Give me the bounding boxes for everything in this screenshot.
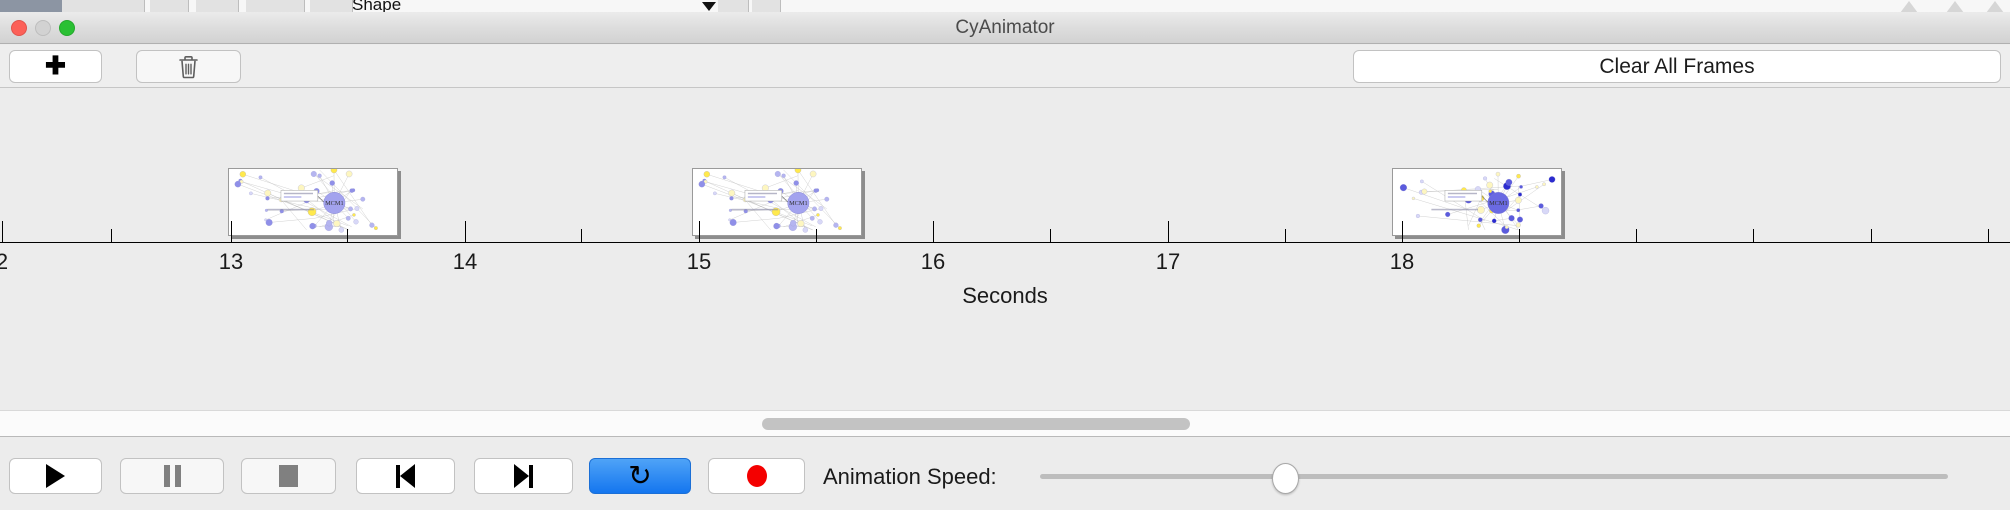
axis-tick-label: 13 xyxy=(218,249,244,274)
axis-tick-label: 16 xyxy=(920,249,946,274)
animation-speed-slider[interactable] xyxy=(1040,474,1948,479)
axis-tick xyxy=(465,221,466,242)
axis-tick xyxy=(1753,229,1754,242)
skip-fwd-icon xyxy=(514,464,533,488)
horizontal-scrollbar[interactable] xyxy=(0,410,2010,437)
axis-tick xyxy=(1988,229,1989,242)
background-edge-icon xyxy=(1986,1,2004,12)
network-thumbnail-graphic: MCM1 xyxy=(234,169,378,233)
axis-tick xyxy=(1168,221,1169,242)
record-button[interactable] xyxy=(708,458,805,494)
axis-tick-label: 14 xyxy=(452,249,478,274)
frames-track[interactable]: MCM1 MCM1 MCM1 xyxy=(0,88,2010,245)
axis-tick xyxy=(1050,229,1051,242)
axis-tick xyxy=(933,221,934,242)
play-icon xyxy=(46,464,65,488)
playback-bar: ↻ Animation Speed: xyxy=(0,438,2010,510)
network-thumbnail-graphic: MCM1 xyxy=(698,169,842,233)
record-icon xyxy=(746,465,767,487)
scrollbar-thumb[interactable] xyxy=(762,418,1190,430)
axis-tick xyxy=(231,221,232,242)
axis-tick-label: 17 xyxy=(1155,249,1181,274)
pause-icon xyxy=(163,465,181,487)
axis-tick xyxy=(347,229,348,242)
delete-frame-button[interactable] xyxy=(136,50,241,83)
axis-tick xyxy=(699,221,700,242)
trash-icon xyxy=(179,55,198,78)
background-window-chunk xyxy=(62,0,145,12)
background-window-label: Shape xyxy=(352,0,402,13)
toolbar: ✚ Clear All Frames xyxy=(0,45,2010,88)
title-bar[interactable]: CyAnimator xyxy=(0,12,2010,44)
axis-tick xyxy=(1519,229,1520,242)
stop-button[interactable] xyxy=(241,458,336,494)
axis-title: Seconds xyxy=(962,283,1048,308)
background-edge-icon xyxy=(1946,1,1964,12)
svg-text:MCM1: MCM1 xyxy=(789,200,808,207)
clear-all-frames-button[interactable]: Clear All Frames xyxy=(1353,50,2001,83)
background-window-chunk xyxy=(246,0,305,12)
timeline-frame-thumbnail[interactable]: MCM1 xyxy=(692,168,862,236)
timeline-axis xyxy=(0,242,2010,243)
axis-tick-label: 15 xyxy=(686,249,712,274)
loop-button[interactable]: ↻ xyxy=(589,458,691,494)
plus-icon: ✚ xyxy=(45,52,66,80)
axis-tick xyxy=(111,229,112,242)
background-window-sidebar xyxy=(0,0,62,12)
stop-icon xyxy=(279,465,298,487)
timeline-frame-thumbnail[interactable]: MCM1 xyxy=(1392,168,1562,236)
axis-tick xyxy=(1285,229,1286,242)
pause-button[interactable] xyxy=(120,458,224,494)
axis-tick-label: 18 xyxy=(1389,249,1415,274)
axis-tick xyxy=(2,221,3,242)
skip-back-icon xyxy=(396,464,415,488)
axis-tick-label: 2 xyxy=(0,249,9,274)
background-window-chunk xyxy=(310,0,353,12)
axis-tick xyxy=(1871,229,1872,242)
loop-icon: ↻ xyxy=(628,459,652,492)
background-window-chunk xyxy=(196,0,239,12)
axis-tick xyxy=(581,229,582,242)
minimize-button[interactable] xyxy=(35,20,51,36)
traffic-lights xyxy=(11,20,75,36)
network-thumbnail-graphic: MCM1 xyxy=(1399,171,1556,234)
axis-tick xyxy=(1636,229,1637,242)
zoom-button[interactable] xyxy=(59,20,75,36)
axis-tick xyxy=(1402,221,1403,242)
window-title: CyAnimator xyxy=(955,17,1055,38)
svg-text:MCM1: MCM1 xyxy=(325,200,344,207)
close-button[interactable] xyxy=(11,20,27,36)
timeline-panel[interactable]: MCM1 MCM1 MCM1 2 13 14 15 16 17 18 Seconds xyxy=(0,88,2010,410)
add-frame-button[interactable]: ✚ xyxy=(9,50,102,83)
animation-speed-slider-thumb[interactable] xyxy=(1272,463,1299,494)
play-button[interactable] xyxy=(9,458,102,494)
background-window-chunk xyxy=(150,0,189,12)
background-edge-icon xyxy=(1900,1,1918,12)
background-window-chunk xyxy=(752,0,781,12)
timeline-frame-thumbnail[interactable]: MCM1 xyxy=(228,168,398,236)
animation-speed-label: Animation Speed: xyxy=(823,464,997,489)
next-button[interactable] xyxy=(474,458,573,494)
axis-tick xyxy=(816,229,817,242)
background-cursor-icon xyxy=(702,2,716,11)
svg-text:MCM1: MCM1 xyxy=(1489,200,1508,207)
previous-button[interactable] xyxy=(356,458,455,494)
background-window-chunk xyxy=(718,0,749,12)
